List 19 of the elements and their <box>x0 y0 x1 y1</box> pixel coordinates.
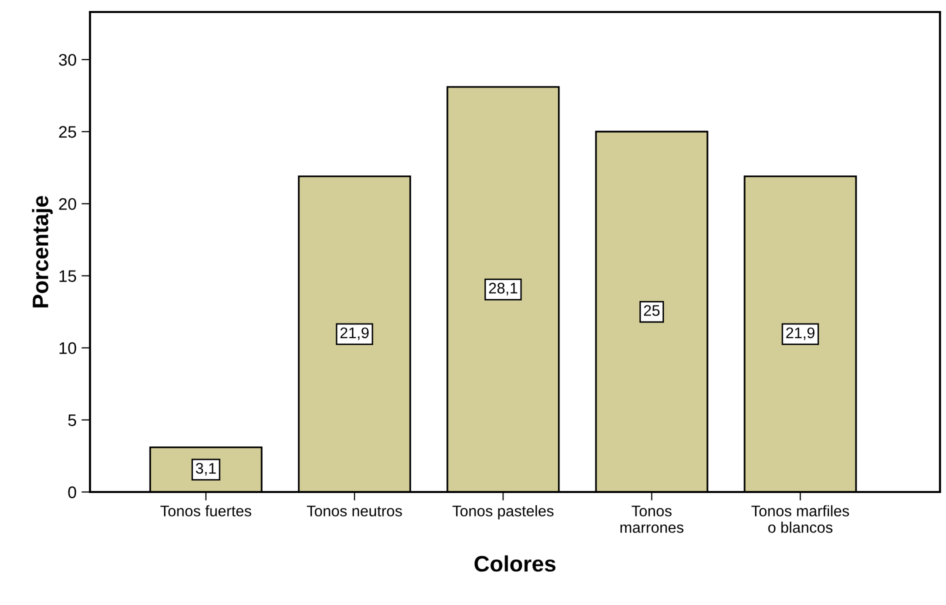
y-tick-label: 5 <box>68 414 76 426</box>
x-tick-label: Tonos marrones <box>620 506 684 533</box>
data-label: 28,1 <box>489 282 518 296</box>
y-tick-label: 30 <box>58 54 76 66</box>
y-tick-label: 10 <box>60 342 76 354</box>
data-label: 3,1 <box>196 462 216 476</box>
x-tick-label: Tonos neutros <box>306 506 402 516</box>
y-tick-label: 20 <box>59 198 76 210</box>
y-axis-title: Porcentaje <box>32 196 53 308</box>
x-axis-title: Colores <box>474 555 556 572</box>
x-tick-label: Tonos pasteles <box>452 505 554 520</box>
y-tick-label: 25 <box>59 126 76 138</box>
data-label: 25 <box>644 305 660 316</box>
y-tick-label: 0 <box>68 486 76 498</box>
y-tick-label: 15 <box>60 270 76 282</box>
data-label: 21,9 <box>786 327 814 340</box>
x-tick-label: Tonos marfiles o blancos <box>751 505 850 533</box>
x-tick-label: Tonos fuertes <box>160 505 252 516</box>
data-label: 21,9 <box>340 327 369 340</box>
